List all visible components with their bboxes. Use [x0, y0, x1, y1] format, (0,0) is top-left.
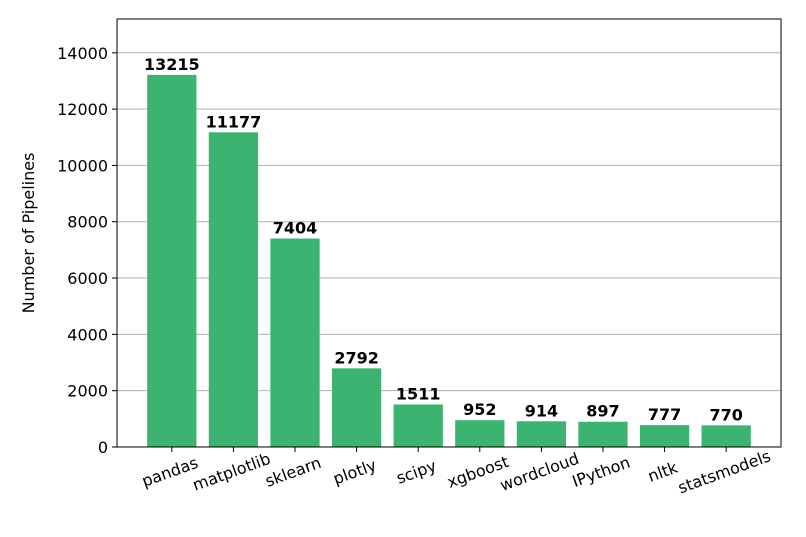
y-tick-label: 2000 [67, 382, 108, 401]
y-tick-label: 12000 [57, 100, 108, 119]
y-tick-label: 0 [98, 438, 108, 457]
bar [701, 425, 751, 447]
x-tick-label: IPython [570, 453, 633, 491]
x-tick-label: sklearn [263, 453, 324, 491]
value-label: 11177 [206, 112, 262, 131]
y-tick-label: 4000 [67, 325, 108, 344]
bar [639, 425, 690, 447]
bar [147, 74, 197, 447]
x-tick-label: plotly [331, 455, 379, 488]
y-tick-label: 8000 [67, 213, 108, 232]
y-tick-label: 6000 [67, 269, 108, 288]
x-tick-label: pandas [139, 453, 200, 491]
bar [393, 404, 443, 447]
value-label: 2792 [334, 348, 379, 367]
bar [516, 421, 567, 447]
value-label: 7404 [273, 219, 318, 238]
plot-frame [116, 18, 782, 448]
bar [331, 368, 382, 447]
value-label: 914 [525, 401, 558, 420]
value-label: 770 [709, 405, 742, 424]
bar [208, 132, 259, 447]
bar [578, 421, 628, 447]
value-label: 1511 [396, 384, 441, 403]
x-tick-label: matplotlib [190, 449, 273, 495]
value-label: 897 [586, 402, 619, 421]
y-axis-label: Number of Pipelines [19, 153, 38, 314]
x-tick-label: statsmodels [675, 446, 773, 497]
x-tick-label: wordcloud [497, 449, 581, 495]
y-tick-label: 10000 [57, 156, 108, 175]
value-label: 777 [648, 405, 681, 424]
y-tick-label: 14000 [57, 44, 108, 63]
value-label: 13215 [144, 55, 200, 74]
value-label: 952 [463, 400, 496, 419]
bar [270, 238, 320, 447]
bar [455, 420, 505, 447]
x-tick-label: scipy [394, 456, 439, 488]
